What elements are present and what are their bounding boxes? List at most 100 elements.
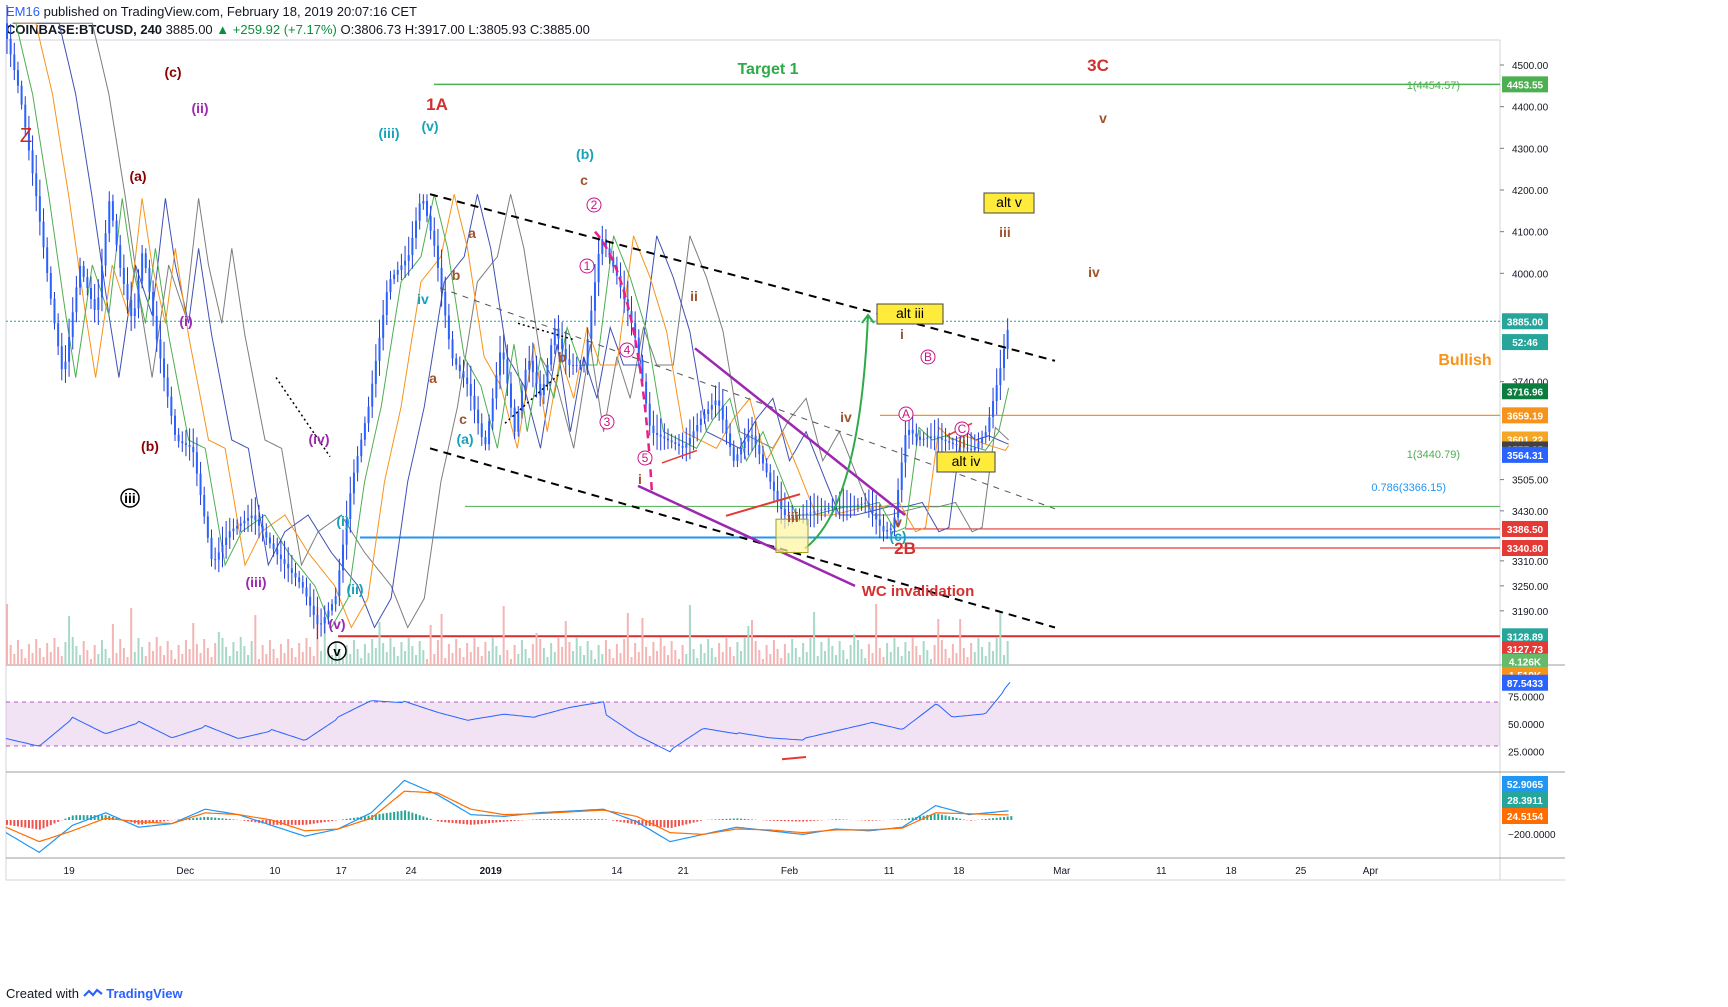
annotation: B <box>920 349 936 365</box>
candle-body <box>316 615 319 625</box>
bullish-projection-arrow <box>804 314 869 550</box>
annotation-text: (iv) <box>309 431 330 447</box>
volume-bar <box>334 641 337 665</box>
annotation-text: v <box>1099 110 1107 126</box>
x-tick-label: 25 <box>1295 866 1307 877</box>
candle-body <box>787 515 790 516</box>
macd-histogram-bar <box>327 820 330 822</box>
volume-bar <box>845 659 848 665</box>
volume-bar <box>948 658 951 665</box>
annotation: v <box>1099 110 1107 126</box>
macd-histogram-bar <box>751 819 754 820</box>
candle-body <box>780 500 783 510</box>
macd-histogram-bar <box>418 815 421 820</box>
annotation-text: 4 <box>624 343 631 357</box>
volume-bar <box>228 656 231 665</box>
macd-histogram-bar <box>488 820 491 824</box>
macd-histogram-bar <box>802 820 805 822</box>
annotation: (iv) <box>309 431 330 447</box>
macd-histogram-bar <box>13 820 16 826</box>
macd-histogram-bar <box>970 820 973 821</box>
tradingview-brand[interactable]: TradingView <box>106 986 183 1001</box>
volume-bar <box>751 620 754 665</box>
annotation: (v) <box>328 616 345 632</box>
candle-body <box>31 150 34 174</box>
volume-bar <box>488 651 491 665</box>
macd-histogram-bar <box>776 820 779 821</box>
y-tick-label: 4400.00 <box>1512 103 1549 114</box>
candle-body <box>466 377 469 385</box>
price-label-bg <box>1502 334 1548 351</box>
volume-bar <box>217 632 220 665</box>
volume-bar <box>831 646 834 665</box>
macd-histogram-bar <box>875 820 878 821</box>
annotation-text: b <box>452 267 461 283</box>
macd-histogram-bar <box>411 812 414 820</box>
candle-body <box>163 358 166 378</box>
volume-bar <box>152 651 155 665</box>
volume-bar <box>685 654 688 665</box>
annotation-text: iii <box>124 490 136 506</box>
macd-histogram-bar <box>24 820 27 828</box>
macd-histogram-bar <box>462 820 465 825</box>
candle-body <box>944 439 947 442</box>
volume-bar <box>451 653 454 665</box>
rsi-value-badge: 87.5433 <box>1502 674 1548 691</box>
candle-body <box>71 312 74 337</box>
annotation-text: 3C <box>1087 56 1109 75</box>
candle-body <box>688 437 691 445</box>
volume-bar <box>586 641 589 665</box>
candle-body <box>528 360 531 370</box>
macd-histogram-bar <box>294 820 297 825</box>
macd-histogram-bar <box>542 819 545 820</box>
macd-histogram-bar <box>298 820 301 825</box>
candle-body <box>696 425 699 432</box>
volume-bar <box>864 658 867 665</box>
volume-bar <box>729 647 732 665</box>
annotation-text: alt iv <box>952 453 981 469</box>
candle-body <box>919 436 921 440</box>
annotation-text: B <box>924 350 932 364</box>
volume-bar <box>133 652 136 665</box>
annotation-text: 1(3440.79) <box>1407 449 1460 461</box>
annotation-text: (ii) <box>191 100 208 116</box>
volume-bar <box>429 625 432 665</box>
annotation-text: 5 <box>642 451 649 465</box>
volume-bar <box>163 655 166 665</box>
macd-histogram-bar <box>867 820 870 821</box>
candle-body <box>265 531 268 538</box>
volume-bar <box>195 644 198 665</box>
candle-body <box>513 407 516 432</box>
annotation-text: Bullish <box>1438 352 1491 369</box>
author-name[interactable]: EM16 <box>6 4 40 19</box>
volume-bar <box>232 642 235 665</box>
candle-body <box>670 440 673 443</box>
macd-histogram-bar <box>396 811 399 820</box>
candle-body <box>53 298 56 324</box>
candle-body <box>597 253 600 283</box>
candle-body <box>363 423 366 440</box>
macd-histogram-bar <box>623 820 626 823</box>
volume-bar <box>981 647 984 665</box>
annotation-circle <box>599 414 615 430</box>
macd-histogram-bar <box>1002 816 1005 820</box>
macd-histogram-bar <box>382 813 385 820</box>
candle-body <box>951 442 954 445</box>
annotation: (b) <box>576 146 594 162</box>
macd-histogram-bar <box>677 820 680 827</box>
candle-body <box>400 265 403 270</box>
annotation-text: WC invalidation <box>862 583 975 600</box>
macd-histogram-bar <box>535 819 538 820</box>
annotation: Target 1 <box>737 61 798 78</box>
volume-bar <box>440 614 443 665</box>
candle-body <box>89 288 92 299</box>
macd-histogram-bar <box>214 817 217 820</box>
macd-histogram-bar <box>188 818 191 820</box>
annotation: (a) <box>456 431 473 447</box>
annotation-circle <box>920 349 936 365</box>
rsi-axis-label: 25.0000 <box>1508 748 1545 759</box>
volume-bar <box>206 648 209 665</box>
volume-bar <box>601 654 604 665</box>
volume-bar <box>49 652 52 665</box>
